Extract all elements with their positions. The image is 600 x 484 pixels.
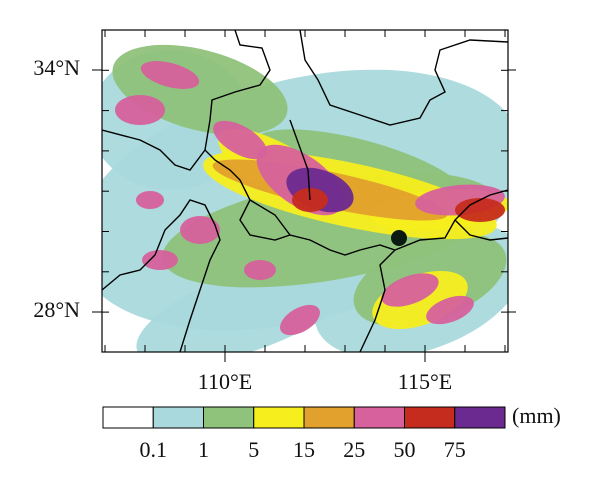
border [204,30,508,256]
colorbar-label: 1 [198,437,209,462]
border [454,219,508,241]
colorbar-swatch [203,406,255,429]
colorbar-swatch [102,406,154,429]
rain-area [115,95,165,125]
precipitation-field [102,44,508,352]
rain-area [140,61,200,89]
border [359,249,396,352]
colorbar: 0.1 1 5 15 25 50 75 [102,406,506,462]
colorbar-label: 0.1 [140,437,168,462]
rain-area [180,216,220,244]
colorbar-swatch [253,406,305,429]
lon-label: 115°E [398,369,452,394]
border [102,129,206,171]
colorbar-label: 25 [343,437,365,462]
lat-label: 34°N [33,55,80,80]
border [102,199,221,352]
rain-area [244,260,276,280]
frame-ticks [92,29,516,362]
rain-area [426,295,474,325]
colorbar-label: 15 [293,437,315,462]
rain-area [213,120,267,160]
colorbar-swatch [454,406,506,429]
colorbar-label: 5 [248,437,259,462]
border [239,199,291,241]
colorbar-swatch [404,406,456,429]
rain-area [142,250,178,270]
colorbar-unit: (mm) [512,403,561,428]
lat-label: 28°N [33,297,80,322]
rain-area [280,304,320,336]
border [299,30,508,126]
colorbar-swatch [353,406,405,429]
rain-area [455,198,505,222]
colorbar-swatch [303,406,355,429]
rain-area [136,191,164,209]
station-marker [391,230,407,246]
colorbar-label: 50 [394,437,416,462]
border [289,119,311,201]
lon-label: 110°E [198,369,252,394]
colorbar-label: 75 [444,437,466,462]
borders [102,30,508,352]
rain-area [381,273,439,307]
colorbar-swatch [152,406,204,429]
